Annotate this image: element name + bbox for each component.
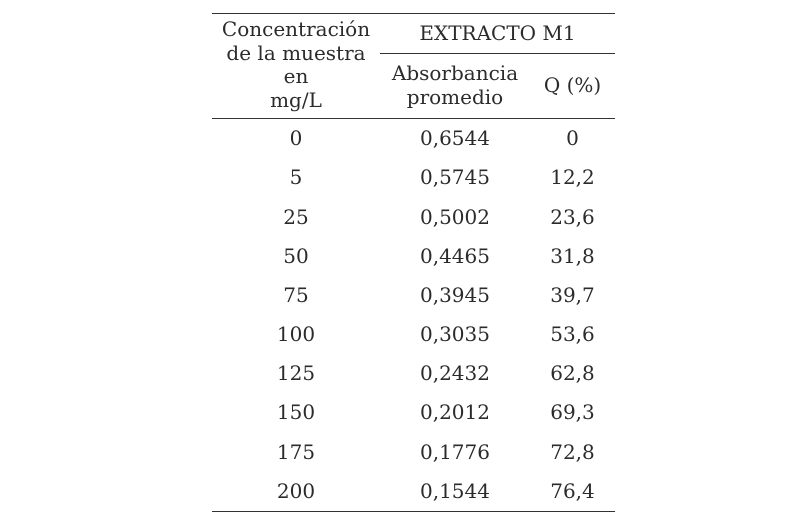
concentration-cell: 25: [283, 204, 309, 229]
absorbance-cell: 0,1776: [420, 439, 490, 464]
concentration-header-line-2: de la muestra en: [226, 40, 366, 89]
table-row: 175 0,1776 72,8: [212, 433, 615, 472]
table-row: 0 0,6544 0: [212, 119, 615, 159]
q-percent-cell: 23,6: [550, 204, 595, 229]
table-row: 5 0,5745 12,2: [212, 159, 615, 198]
concentration-header-line-3: mg/L: [270, 87, 322, 112]
q-percent-cell: 53,6: [550, 322, 595, 347]
table-row: 75 0,3945 39,7: [212, 276, 615, 315]
header-row-bottom: Absorbancia promedio Q (%): [212, 53, 615, 120]
absorbance-header: Absorbancia promedio: [380, 53, 530, 120]
q-percent-cell: 69,3: [550, 400, 595, 425]
concentration-cell: 175: [276, 439, 316, 464]
concentration-cell: 5: [289, 165, 303, 190]
absorbance-header-line-2: promedio: [406, 85, 504, 110]
table-row: 125 0,2432 62,8: [212, 355, 615, 394]
absorbance-cell: 0,4465: [420, 243, 490, 268]
absorbance-cell: 0,2432: [420, 361, 490, 386]
absorbance-cell: 0,3035: [420, 322, 490, 347]
concentration-cell: 75: [283, 282, 309, 307]
q-percent-cell: 72,8: [550, 439, 595, 464]
q-percent-cell: 12,2: [550, 165, 595, 190]
table-row: 50 0,4465 31,8: [212, 237, 615, 276]
q-percent-cell: 62,8: [550, 361, 595, 386]
table-header: Concentración de la muestra en mg/L EXTR…: [212, 12, 615, 120]
q-percent-cell: 39,7: [550, 282, 595, 307]
table-row: 25 0,5002 23,6: [212, 198, 615, 237]
table-row: 150 0,2012 69,3: [212, 394, 615, 433]
concentration-cell: 100: [276, 322, 316, 347]
table-row: 200 0,1544 76,4: [212, 472, 615, 513]
absorbance-cell: 0,6544: [420, 126, 490, 151]
concentration-cell: 50: [283, 243, 309, 268]
concentration-cell: 200: [212, 472, 380, 513]
concentration-header-line-1: Concentración: [221, 17, 371, 41]
absorbance-cell: 0,5002: [420, 204, 490, 229]
absorbance-header-line-1: Absorbancia: [391, 61, 519, 86]
table-row: 100 0,3035 53,6: [212, 315, 615, 354]
concentration-cell: 125: [276, 361, 316, 386]
q-percent-header: Q (%): [530, 53, 615, 120]
absorbance-cell: 0,5745: [420, 165, 490, 190]
header-row-top: Concentración de la muestra en mg/L EXTR…: [212, 12, 615, 120]
table-body: 0 0,6544 0 5 0,5745 12,2 25 0,5002 23,6 50 0,4465 3…: [212, 119, 615, 513]
concentration-header: Concentración de la muestra en mg/L: [212, 12, 380, 120]
absorbance-cell: 0,1544: [380, 472, 530, 513]
concentration-cell: 150: [276, 400, 316, 425]
q-percent-cell: 0: [566, 126, 579, 151]
q-percent-cell: 76,4: [530, 472, 615, 513]
absorbance-cell: 0,3945: [420, 282, 490, 307]
concentration-cell: 0: [289, 126, 303, 151]
extract-absorbance-table: Concentración de la muestra en mg/L EXTR…: [212, 12, 615, 513]
absorbance-cell: 0,2012: [420, 400, 490, 425]
q-percent-cell: 31,8: [550, 243, 595, 268]
extract-group-header: EXTRACTO M1: [380, 13, 615, 54]
data-table-container: Concentración de la muestra en mg/L EXTR…: [212, 12, 615, 513]
